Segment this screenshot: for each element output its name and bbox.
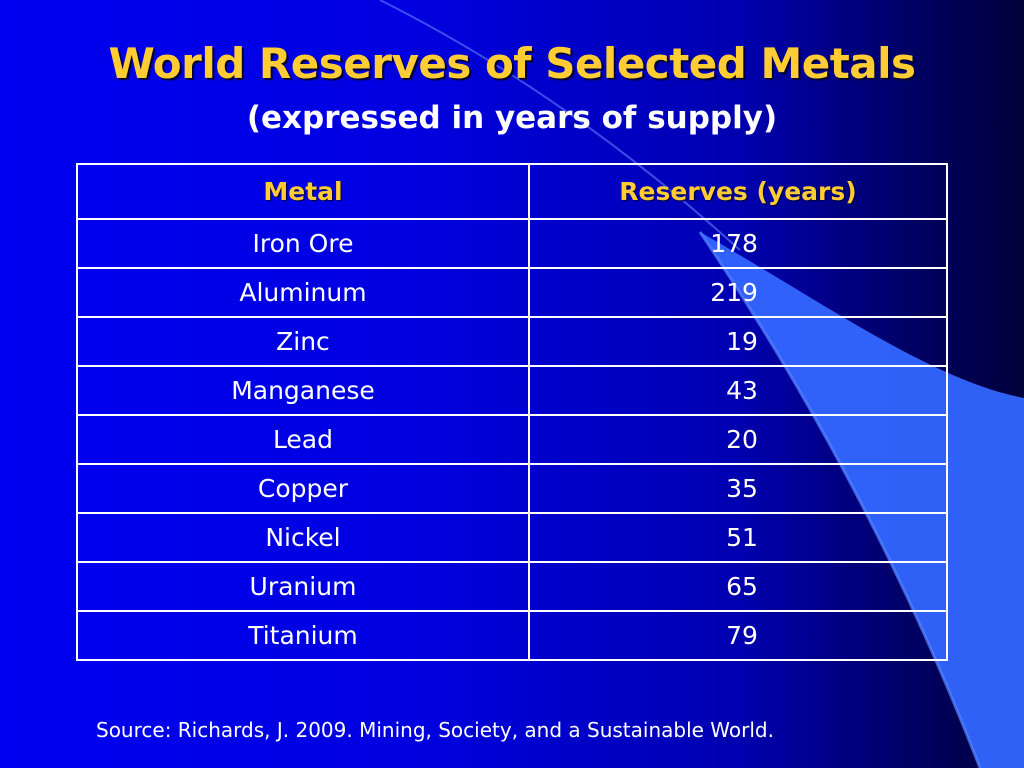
metal-cell: Iron Ore: [76, 218, 530, 269]
metal-cell: Nickel: [76, 512, 530, 563]
table-header-row: Metal Reserves (years): [76, 163, 949, 220]
reserves-cell: 219: [527, 267, 949, 318]
table-row: Zinc 19: [76, 316, 949, 367]
metal-cell: Titanium: [76, 610, 530, 661]
metal-reserves-table: Metal Reserves (years) Iron Ore 178 Alum…: [76, 163, 949, 661]
table-row: Aluminum 219: [76, 267, 949, 318]
metal-cell: Copper: [76, 463, 530, 514]
reserves-cell: 20: [527, 414, 949, 465]
table-row: Uranium 65: [76, 561, 949, 612]
table-row: Nickel 51: [76, 512, 949, 563]
source-citation: Source: Richards, J. 2009. Mining, Socie…: [96, 718, 774, 742]
metal-cell: Uranium: [76, 561, 530, 612]
table-row: Lead 20: [76, 414, 949, 465]
column-header-metal: Metal: [76, 163, 530, 220]
metal-cell: Aluminum: [76, 267, 530, 318]
slide-subtitle: (expressed in years of supply): [246, 100, 778, 136]
reserves-cell: 79: [527, 610, 949, 661]
reserves-cell: 65: [527, 561, 949, 612]
table-row: Manganese 43: [76, 365, 949, 416]
slide-title: World Reserves of Selected Metals: [108, 39, 916, 88]
reserves-cell: 51: [527, 512, 949, 563]
reserves-value: 20: [726, 425, 758, 454]
reserves-value: 79: [726, 621, 758, 650]
column-header-reserves: Reserves (years): [527, 163, 949, 220]
reserves-cell: 178: [527, 218, 949, 269]
metal-cell: Zinc: [76, 316, 530, 367]
table-row: Copper 35: [76, 463, 949, 514]
table-row: Iron Ore 178: [76, 218, 949, 269]
reserves-value: 65: [726, 572, 758, 601]
reserves-value: 178: [710, 229, 758, 258]
reserves-value: 35: [726, 474, 758, 503]
reserves-value: 51: [726, 523, 758, 552]
metal-cell: Lead: [76, 414, 530, 465]
table-row: Titanium 79: [76, 610, 949, 661]
metal-cell: Manganese: [76, 365, 530, 416]
reserves-cell: 43: [527, 365, 949, 416]
reserves-cell: 19: [527, 316, 949, 367]
reserves-cell: 35: [527, 463, 949, 514]
reserves-value: 19: [726, 327, 758, 356]
reserves-value: 219: [710, 278, 758, 307]
reserves-value: 43: [726, 376, 758, 405]
